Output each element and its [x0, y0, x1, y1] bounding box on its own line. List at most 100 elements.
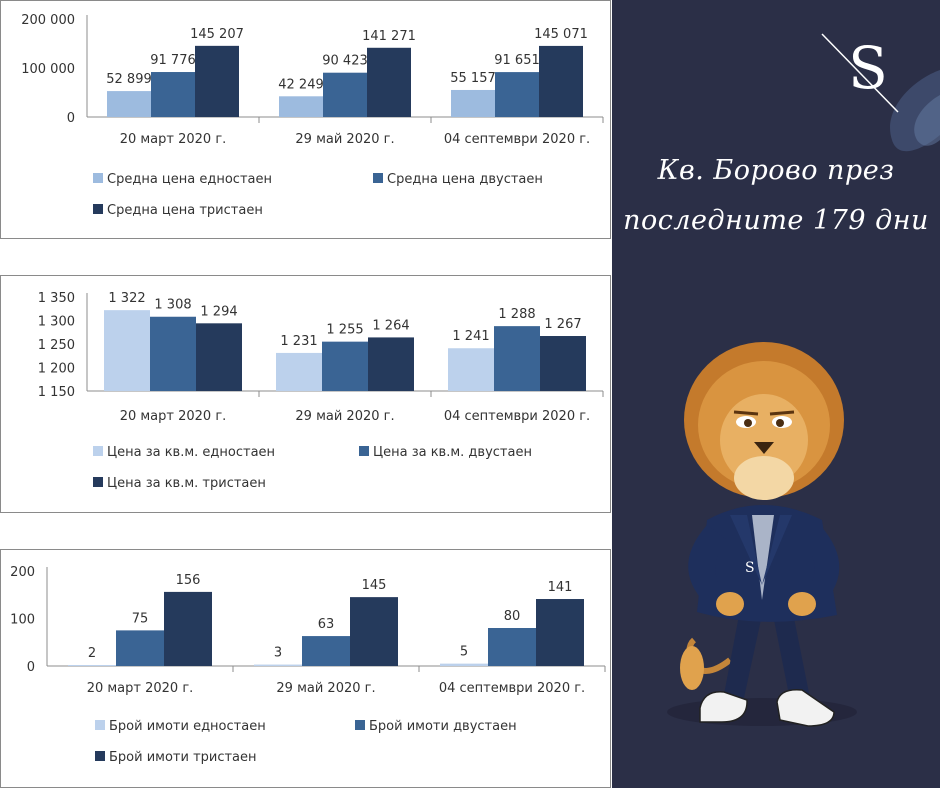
avg-price-legend-label: Средна цена двустаен	[387, 172, 543, 187]
brand-panel: S S	[612, 0, 940, 788]
avg-price-data-label: 145 207	[190, 27, 244, 42]
sqm-price-category-label: 29 май 2020 г.	[295, 409, 394, 424]
avg-price-legend-swatch	[93, 204, 103, 214]
count-legend-swatch	[95, 720, 105, 730]
avg-price-category-label: 29 май 2020 г.	[295, 132, 394, 147]
avg-price-legend-label: Средна цена тристаен	[107, 203, 263, 218]
avg-price-bar	[279, 96, 323, 117]
sqm-price-data-label: 1 255	[326, 323, 363, 338]
count-data-label: 145	[362, 578, 387, 593]
lion-mascot-illustration: S	[667, 342, 857, 727]
count-bar	[164, 591, 212, 666]
sqm-price-legend-label: Цена за кв.м. едностаен	[107, 445, 275, 460]
chart-price-per-sqm: 1 150 1 200 1 250 1 300 1 350 20 март 2020 г.…	[0, 275, 611, 513]
avg-price-legend-swatch	[93, 173, 103, 183]
count-data-label: 156	[176, 573, 201, 588]
brand-title: Кв. Борово през последните 179 дни	[612, 146, 940, 246]
sqm-price-bar	[540, 336, 586, 391]
sqm-price-data-label: 1 241	[452, 329, 489, 344]
avg-price-data-label: 52 899	[106, 72, 152, 87]
avg-price-data-label: 91 651	[494, 53, 540, 68]
count-legend-label: Брой имоти двустаен	[369, 719, 517, 734]
brand-title-line2: последните 179 дни	[623, 205, 929, 236]
smoke-swirl-decor	[890, 70, 940, 152]
count-y-tick-label: 200	[10, 565, 35, 580]
sqm-price-bar	[494, 326, 540, 391]
count-bar	[536, 599, 584, 666]
chart-average-price: 0 100 000 200 000 20 март 2020 г. 52 899 91 7…	[0, 0, 611, 239]
count-y-tick-label: 100	[10, 613, 35, 628]
sqm-price-y-tick-label: 1 250	[38, 338, 75, 353]
sqm-price-y-tick-label: 1 300	[38, 315, 75, 330]
chart-property-count-svg: 0 100 200 20 март 2020 г. 2 75 156 29 май 2020 …	[10, 565, 606, 765]
smoke-swirl-decor-2	[914, 95, 940, 146]
sqm-price-category-label: 04 септември 2020 г.	[444, 409, 590, 424]
count-category-label: 04 септември 2020 г.	[439, 681, 585, 696]
sqm-price-data-label: 1 264	[372, 318, 409, 333]
count-data-label: 5	[460, 645, 468, 660]
chart-average-price-svg: 0 100 000 200 000 20 март 2020 г. 52 899 91 7…	[21, 13, 604, 218]
avg-price-category-label: 04 септември 2020 г.	[444, 132, 590, 147]
count-data-label: 63	[318, 617, 335, 632]
avg-price-legend-label: Средна цена едностаен	[107, 172, 272, 187]
sqm-price-data-label: 1 267	[544, 317, 581, 332]
sqm-price-bar	[150, 316, 196, 391]
sqm-price-data-label: 1 322	[108, 291, 145, 306]
avg-price-bar	[151, 72, 195, 117]
avg-price-bar	[323, 72, 367, 117]
sqm-price-legend-label: Цена за кв.м. тристаен	[107, 476, 266, 491]
count-category-label: 29 май 2020 г.	[276, 681, 375, 696]
sqm-price-legend-swatch	[359, 446, 369, 456]
sqm-price-y-tick-label: 1 350	[38, 291, 75, 306]
count-bar	[350, 597, 398, 666]
count-data-label: 75	[132, 611, 149, 626]
avg-price-bar	[539, 45, 583, 118]
brand-title-line1: Кв. Борово през	[657, 155, 895, 186]
sqm-price-data-label: 1 308	[154, 298, 191, 313]
avg-price-bar	[451, 89, 495, 117]
sqm-price-data-label: 1 288	[498, 307, 535, 322]
avg-price-y-tick-label: 200 000	[21, 13, 75, 28]
count-data-label: 80	[504, 609, 521, 624]
sqm-price-bar	[448, 348, 494, 391]
count-bar	[440, 663, 488, 666]
avg-price-data-label: 141 271	[362, 29, 416, 44]
sqm-price-bar	[104, 310, 150, 391]
avg-price-data-label: 91 776	[150, 53, 196, 68]
count-legend-swatch	[95, 751, 105, 761]
sqm-price-bar	[322, 341, 368, 391]
avg-price-bar	[367, 47, 411, 118]
avg-price-data-label: 55 157	[450, 71, 496, 86]
sqm-price-legend-swatch	[93, 477, 103, 487]
sqm-price-bar	[196, 323, 242, 391]
chart-price-per-sqm-svg: 1 150 1 200 1 250 1 300 1 350 20 март 2020 г.…	[38, 291, 604, 491]
count-bar	[116, 630, 164, 666]
sqm-price-data-label: 1 231	[280, 334, 317, 349]
logo-slash	[821, 33, 899, 113]
count-data-label: 141	[548, 580, 573, 595]
count-legend-swatch	[355, 720, 365, 730]
sqm-price-y-tick-label: 1 150	[38, 385, 75, 400]
sqm-price-legend-label: Цена за кв.м. двустаен	[373, 445, 532, 460]
count-legend-label: Брой имоти тристаен	[109, 750, 257, 765]
sqm-price-y-tick-label: 1 200	[38, 362, 75, 377]
count-bar	[254, 664, 302, 666]
avg-price-data-label: 42 249	[278, 77, 324, 92]
avg-price-category-label: 20 март 2020 г.	[120, 132, 227, 147]
avg-price-bar	[195, 45, 239, 117]
sqm-price-data-label: 1 294	[200, 304, 237, 319]
avg-price-bar	[107, 91, 151, 117]
sqm-price-legend-swatch	[93, 446, 103, 456]
avg-price-bar	[495, 72, 539, 117]
avg-price-legend-swatch	[373, 173, 383, 183]
count-bar	[488, 628, 536, 666]
count-y-tick-label: 0	[27, 660, 35, 675]
count-bar	[302, 636, 350, 666]
logo-letter: S	[848, 34, 888, 102]
avg-price-y-tick-label: 0	[67, 111, 75, 126]
sqm-price-category-label: 20 март 2020 г.	[120, 409, 227, 424]
svg-text:S: S	[745, 560, 755, 576]
count-legend-label: Брой имоти едностаен	[109, 719, 266, 734]
avg-price-data-label: 90 423	[322, 54, 368, 69]
sqm-price-bar	[368, 337, 414, 391]
